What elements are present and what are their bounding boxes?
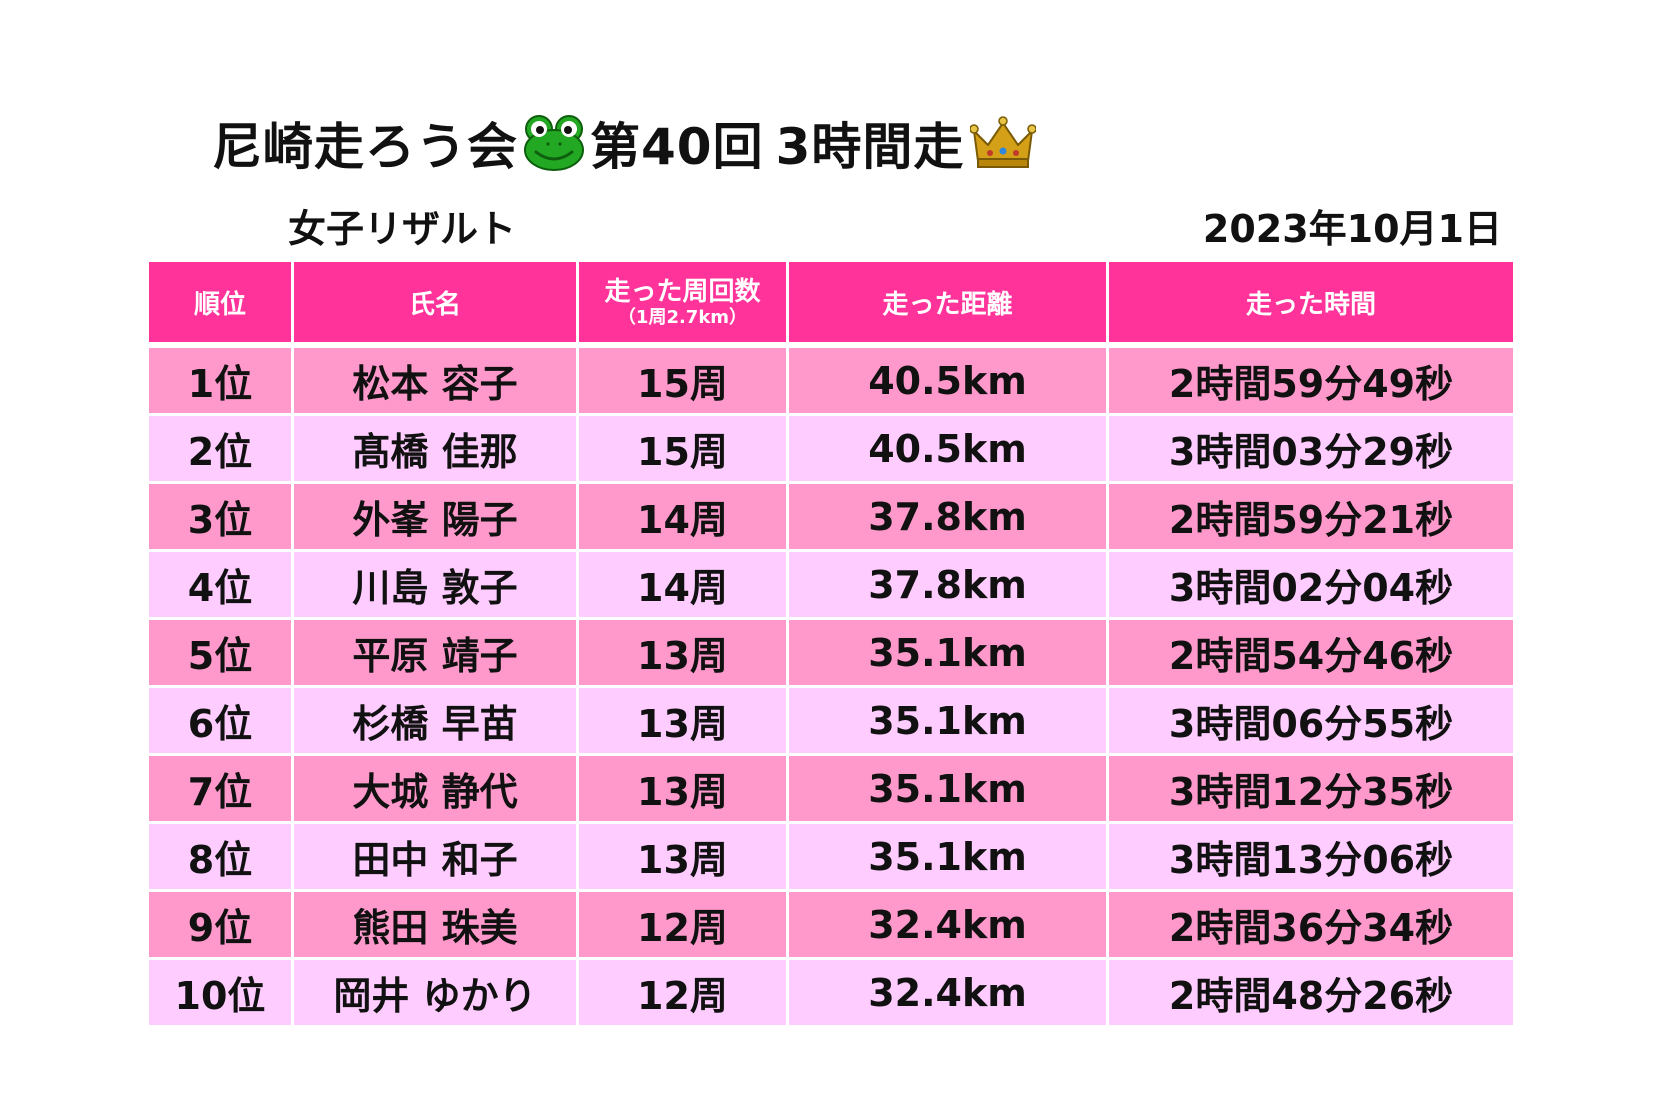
- cell-rank: 5位: [149, 620, 294, 688]
- header-laps-label: 走った周回数: [604, 277, 761, 307]
- table-row: 10位 岡井 ゆかり 12周 32.4km 2時間48分26秒: [149, 960, 1513, 1025]
- cell-laps: 13周: [579, 620, 789, 688]
- table-row: 6位 杉橋 早苗 13周 35.1km 3時間06分55秒: [149, 688, 1513, 756]
- cell-distance: 35.1km: [789, 756, 1109, 824]
- cell-distance: 35.1km: [789, 688, 1109, 756]
- cell-laps: 15周: [579, 348, 789, 416]
- cell-name: 岡井 ゆかり: [294, 960, 579, 1025]
- cell-time: 3時間13分06秒: [1109, 824, 1513, 892]
- table-row: 4位 川島 敦子 14周 37.8km 3時間02分04秒: [149, 552, 1513, 620]
- cell-distance: 37.8km: [789, 484, 1109, 552]
- cell-rank: 6位: [149, 688, 294, 756]
- header-distance: 走った距離: [789, 262, 1109, 348]
- header-laps-note: （1周2.7km）: [617, 307, 748, 328]
- cell-time: 2時間36分34秒: [1109, 892, 1513, 960]
- cell-laps: 13周: [579, 824, 789, 892]
- results-table-header: 順位 氏名 走った周回数 （1周2.7km） 走った距離 走った時間: [149, 262, 1513, 348]
- cell-laps: 15周: [579, 416, 789, 484]
- cell-name: 田中 和子: [294, 824, 579, 892]
- cell-name: 松本 容子: [294, 348, 579, 416]
- cell-time: 2時間48分26秒: [1109, 960, 1513, 1025]
- cell-name: 杉橋 早苗: [294, 688, 579, 756]
- frog-icon: [524, 115, 584, 171]
- cell-name: 平原 靖子: [294, 620, 579, 688]
- header-name: 氏名: [294, 262, 579, 348]
- cell-rank: 8位: [149, 824, 294, 892]
- cell-distance: 35.1km: [789, 824, 1109, 892]
- title-event-name: 3時間走: [775, 118, 965, 176]
- cell-distance: 40.5km: [789, 348, 1109, 416]
- cell-laps: 14周: [579, 484, 789, 552]
- cell-laps: 14周: [579, 552, 789, 620]
- header-laps: 走った周回数 （1周2.7km）: [579, 262, 789, 348]
- cell-name: 外峯 陽子: [294, 484, 579, 552]
- results-subtitle: 女子リザルト: [288, 207, 517, 251]
- title-event-number: 第40回: [590, 118, 764, 176]
- cell-time: 3時間03分29秒: [1109, 416, 1513, 484]
- cell-distance: 32.4km: [789, 960, 1109, 1025]
- cell-rank: 1位: [149, 348, 294, 416]
- table-row: 2位 髙橋 佳那 15周 40.5km 3時間03分29秒: [149, 416, 1513, 484]
- cell-time: 3時間12分35秒: [1109, 756, 1513, 824]
- cell-laps: 13周: [579, 688, 789, 756]
- header-time: 走った時間: [1109, 262, 1513, 348]
- cell-time: 2時間59分21秒: [1109, 484, 1513, 552]
- cell-rank: 9位: [149, 892, 294, 960]
- table-row: 3位 外峯 陽子 14周 37.8km 2時間59分21秒: [149, 484, 1513, 552]
- header-rank: 順位: [149, 262, 294, 348]
- page-title: 尼崎走ろう会 第40回 3時間走: [212, 108, 1037, 178]
- cell-name: 髙橋 佳那: [294, 416, 579, 484]
- cell-rank: 3位: [149, 484, 294, 552]
- cell-time: 3時間06分55秒: [1109, 688, 1513, 756]
- table-row: 9位 熊田 珠美 12周 32.4km 2時間36分34秒: [149, 892, 1513, 960]
- cell-laps: 12周: [579, 960, 789, 1025]
- cell-laps: 12周: [579, 892, 789, 960]
- results-table: 順位 氏名 走った周回数 （1周2.7km） 走った距離 走った時間 1位 松本…: [149, 262, 1513, 1025]
- cell-time: 2時間59分49秒: [1109, 348, 1513, 416]
- cell-rank: 2位: [149, 416, 294, 484]
- cell-rank: 7位: [149, 756, 294, 824]
- crown-icon: [970, 116, 1037, 168]
- cell-distance: 40.5km: [789, 416, 1109, 484]
- cell-distance: 32.4km: [789, 892, 1109, 960]
- table-row: 5位 平原 靖子 13周 35.1km 2時間54分46秒: [149, 620, 1513, 688]
- cell-laps: 13周: [579, 756, 789, 824]
- cell-name: 熊田 珠美: [294, 892, 579, 960]
- table-row: 8位 田中 和子 13周 35.1km 3時間13分06秒: [149, 824, 1513, 892]
- cell-distance: 37.8km: [789, 552, 1109, 620]
- results-table-body: 1位 松本 容子 15周 40.5km 2時間59分49秒 2位 髙橋 佳那 1…: [149, 348, 1513, 1025]
- cell-name: 大城 静代: [294, 756, 579, 824]
- cell-rank: 10位: [149, 960, 294, 1025]
- cell-time: 3時間02分04秒: [1109, 552, 1513, 620]
- event-date: 2023年10月1日: [1202, 207, 1502, 251]
- cell-name: 川島 敦子: [294, 552, 579, 620]
- table-row: 7位 大城 静代 13周 35.1km 3時間12分35秒: [149, 756, 1513, 824]
- cell-rank: 4位: [149, 552, 294, 620]
- table-row: 1位 松本 容子 15周 40.5km 2時間59分49秒: [149, 348, 1513, 416]
- cell-time: 2時間54分46秒: [1109, 620, 1513, 688]
- cell-distance: 35.1km: [789, 620, 1109, 688]
- title-club-name: 尼崎走ろう会: [212, 118, 518, 176]
